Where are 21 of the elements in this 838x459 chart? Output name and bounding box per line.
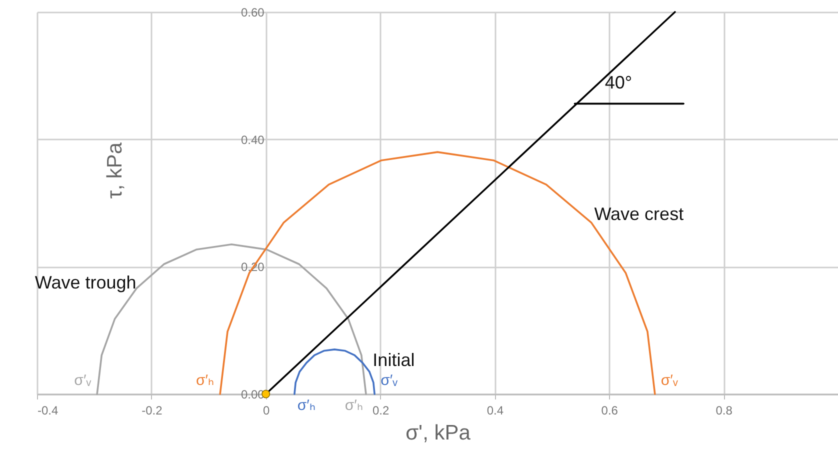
y-tick-label: 0.40 bbox=[241, 132, 265, 147]
x-tick-label: 0.6 bbox=[601, 404, 618, 418]
y-tick-label: 0.60 bbox=[241, 6, 265, 20]
y-axis-title: τ, kPa bbox=[104, 142, 126, 199]
x-tick-label: 0.4 bbox=[486, 404, 504, 418]
annotation: σ′ₕ bbox=[196, 372, 214, 389]
annotation: σ′ₕ bbox=[344, 397, 364, 414]
series-label: Wave trough bbox=[34, 272, 136, 292]
x-tick-label: 0.2 bbox=[372, 404, 390, 418]
series-label: Initial bbox=[372, 350, 415, 370]
annotation: 40° bbox=[604, 72, 632, 93]
annotation: σ′ᵥ bbox=[380, 372, 398, 389]
x-tick-label: -0.2 bbox=[142, 404, 163, 418]
series-label: Wave crest bbox=[594, 204, 684, 224]
annotation: σ′ₕ bbox=[297, 397, 316, 414]
x-tick-label: 0.8 bbox=[716, 404, 733, 418]
x-axis-title: σ', kPa bbox=[406, 422, 471, 444]
annotation: σ′ᵥ bbox=[74, 372, 92, 389]
x-tick-label: 0 bbox=[263, 404, 270, 418]
annotation: σ′ᵥ bbox=[660, 372, 678, 389]
x-tick-label: -0.4 bbox=[38, 404, 59, 418]
